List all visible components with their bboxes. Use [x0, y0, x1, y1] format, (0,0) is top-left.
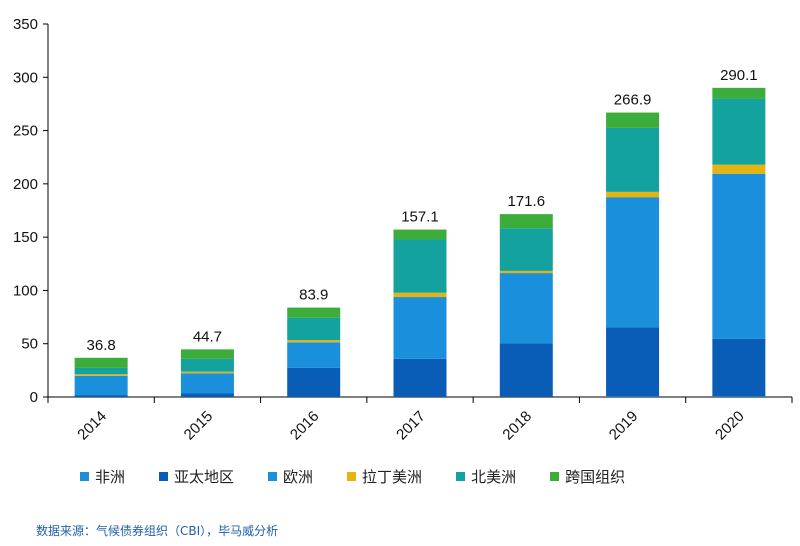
legend-label: 非洲 [95, 468, 126, 486]
legend-label: 北美洲 [471, 468, 517, 486]
source-note: 数据来源：气候债券组织（CBI），毕马威分析 [36, 524, 279, 538]
legend-item: 北美洲 [456, 466, 516, 487]
bar-segment [606, 191, 660, 198]
x-tick-label: 2017 [393, 408, 429, 444]
legend-item: 亚太地区 [159, 466, 234, 487]
x-tick-label: 2019 [606, 408, 642, 444]
bar-segment [606, 197, 660, 328]
y-tick-label: 250 [13, 123, 38, 140]
bar-segment [180, 371, 234, 374]
legend-swatch [550, 472, 560, 481]
bar-segment [393, 297, 447, 359]
bar-segment [712, 338, 766, 397]
legend-item: 拉丁美洲 [347, 466, 422, 487]
bar-segment [712, 173, 766, 339]
legend-item: 跨国组织 [550, 466, 625, 487]
total-label: 290.1 [720, 67, 758, 84]
x-tick-label: 2015 [181, 408, 217, 444]
bar-segment [74, 374, 128, 376]
x-tick-label: 2014 [74, 408, 110, 444]
bars [74, 87, 766, 397]
legend-label: 亚太地区 [174, 468, 235, 486]
y-tick-label: 150 [13, 229, 38, 246]
total-label: 44.7 [193, 328, 222, 345]
legend-swatch [159, 472, 169, 481]
total-label: 157.1 [401, 209, 439, 226]
bar-segment [287, 340, 341, 343]
y-tick-label: 0 [30, 389, 38, 406]
legend-swatch [268, 472, 278, 481]
y-tick-label: 300 [13, 69, 38, 86]
y-tick-label: 50 [21, 336, 38, 353]
bar-segment [499, 214, 553, 229]
total-label: 266.9 [614, 92, 652, 109]
bar-segment [606, 327, 660, 397]
bar-segment [393, 239, 447, 293]
bar-segment [393, 358, 447, 397]
legend-label: 跨国组织 [565, 468, 626, 486]
legend-item: 欧洲 [268, 466, 313, 487]
bar-segment [606, 396, 660, 397]
bar-segment [393, 229, 447, 240]
bar-segment [499, 270, 553, 274]
bar-segment [606, 127, 660, 192]
legend-label: 拉丁美洲 [362, 468, 423, 486]
bar-chart: 0 50 100 150 200 250 300 350 36.8 2014 44.7 2015 83… [13, 16, 793, 444]
x-tick-label: 2020 [712, 408, 748, 444]
bar-segment [499, 228, 553, 271]
x-tick-label: 2018 [499, 408, 535, 444]
bar-segment [712, 87, 766, 99]
legend-swatch [347, 472, 357, 481]
legend: 非洲 亚太地区 欧洲 拉丁美洲 北美洲 跨国组织 [80, 466, 659, 487]
bar-segment [180, 373, 234, 394]
y-tick-label: 200 [13, 176, 38, 193]
bar-segment [74, 395, 128, 397]
bar-segment [499, 343, 553, 397]
bar-segment [712, 164, 766, 174]
bar-segment [287, 367, 341, 397]
legend-label: 欧洲 [283, 468, 314, 486]
bar-segment [712, 98, 766, 165]
bar-segment [74, 367, 128, 375]
y-tick-label: 350 [13, 16, 38, 33]
bar-segment [712, 396, 766, 397]
x-tick-label: 2016 [287, 408, 323, 444]
legend-swatch [80, 472, 89, 481]
bar-segment [74, 375, 128, 396]
total-label: 36.8 [87, 337, 116, 354]
bar-segment [180, 393, 234, 397]
bar-segment [393, 292, 447, 298]
bar-segment [606, 112, 660, 128]
bar-segment [287, 317, 341, 341]
bar-segment [180, 349, 234, 359]
legend-item: 非洲 [80, 466, 125, 487]
bar-segment [499, 273, 553, 344]
bar-segment [180, 358, 234, 372]
axes: 0 50 100 150 200 250 300 350 [13, 16, 793, 406]
total-label: 83.9 [299, 287, 328, 304]
total-label: 171.6 [508, 193, 546, 210]
legend-swatch [456, 472, 466, 481]
bar-segment [287, 342, 341, 368]
bar-segment [287, 307, 341, 318]
bar-segment [74, 357, 128, 368]
y-tick-label: 100 [13, 282, 38, 299]
